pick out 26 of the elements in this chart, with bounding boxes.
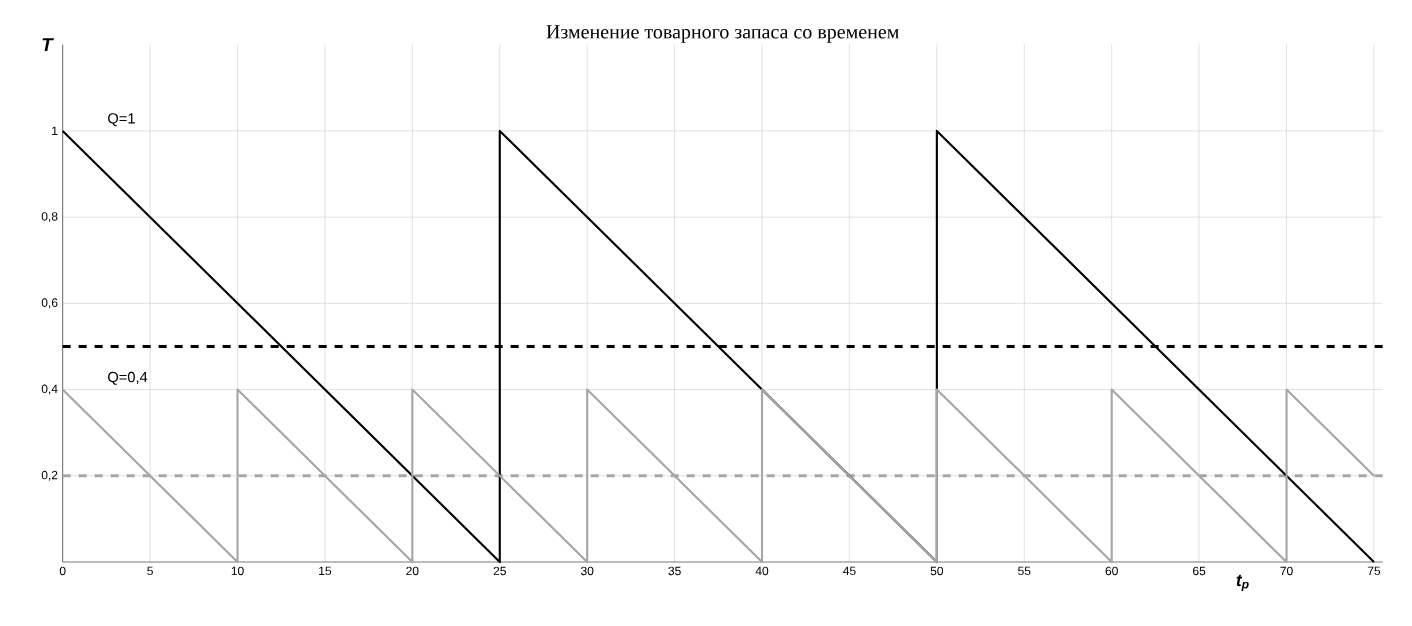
x-tick-label: 5	[147, 566, 153, 576]
x-tick-label: 25	[493, 566, 506, 576]
x-tick-label: 20	[406, 566, 419, 576]
x-tick-label: 40	[755, 566, 769, 576]
x-tick-label: 10	[231, 566, 244, 576]
y-tick-label: 0,8	[41, 212, 58, 223]
y-axis-title: T	[42, 38, 54, 52]
x-tick-label: 35	[668, 566, 681, 576]
x-tick-label: 75	[1367, 566, 1381, 576]
y-tick-label: 0,6	[41, 298, 58, 309]
x-tick-label: 50	[930, 566, 944, 576]
annotation: Q=1	[108, 113, 135, 127]
x-tick-label: 15	[319, 566, 332, 576]
x-tick-label: 70	[1280, 566, 1293, 576]
x-tick-label: 0	[59, 566, 66, 576]
annotation: Q=0,4	[108, 371, 148, 385]
x-axis-title: t$_{p}$	[1236, 574, 1249, 591]
x-tick-label: 30	[580, 566, 594, 576]
chart-title: Изменение товарного запаса со временем	[546, 25, 899, 43]
x-tick-label: 65	[1193, 566, 1206, 576]
x-tick-label: 60	[1105, 566, 1118, 576]
y-tick-label: 0,2	[41, 470, 58, 481]
x-tick-label: 55	[1018, 566, 1031, 576]
y-tick-label: 1	[52, 126, 58, 136]
x-tick-label: 45	[843, 566, 856, 576]
y-tick-label: 0,4	[41, 384, 58, 395]
